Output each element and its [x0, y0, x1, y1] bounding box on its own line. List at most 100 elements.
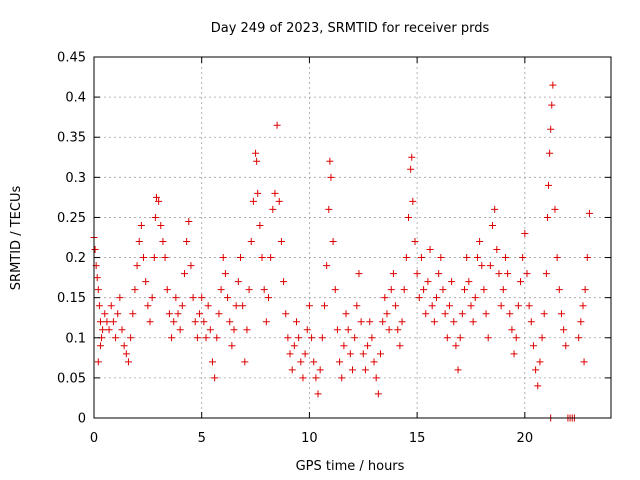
data-point [585, 209, 593, 217]
data-point [501, 254, 509, 262]
data-point [219, 254, 227, 262]
data-series [90, 81, 593, 422]
data-point [463, 254, 471, 262]
data-point [484, 334, 492, 342]
data-point [439, 286, 447, 294]
data-point [497, 302, 505, 310]
data-point [562, 342, 570, 350]
data-point [327, 173, 335, 181]
data-point [213, 334, 221, 342]
data-point [146, 318, 154, 326]
data-point [208, 358, 216, 366]
y-tick-label: 0 [78, 412, 86, 427]
data-point [161, 254, 169, 262]
data-point [91, 246, 99, 254]
data-point [284, 334, 292, 342]
data-point [290, 342, 298, 350]
y-tick-label: 0.3 [65, 171, 86, 186]
data-point [379, 318, 387, 326]
data-point [357, 318, 365, 326]
data-point [260, 286, 268, 294]
data-point [424, 278, 432, 286]
data-point [277, 238, 285, 246]
plot-frame [93, 56, 612, 419]
data-point [243, 326, 251, 334]
data-point [245, 286, 253, 294]
data-point [305, 302, 313, 310]
data-point [461, 286, 469, 294]
data-point [241, 358, 249, 366]
data-point [280, 278, 288, 286]
data-point [353, 302, 361, 310]
data-point [148, 294, 156, 302]
data-point [295, 334, 303, 342]
data-point [112, 334, 120, 342]
data-point [256, 221, 264, 229]
data-point [394, 326, 402, 334]
data-point [346, 350, 354, 358]
data-point [273, 121, 281, 129]
data-point [581, 286, 589, 294]
data-point [486, 262, 494, 270]
data-point [377, 350, 385, 358]
data-point [124, 358, 132, 366]
data-point [253, 157, 261, 165]
data-point [150, 254, 158, 262]
data-point [258, 254, 266, 262]
data-point [361, 366, 369, 374]
data-point [400, 286, 408, 294]
data-point [174, 310, 182, 318]
data-point [103, 318, 111, 326]
data-point [301, 350, 309, 358]
data-point [441, 310, 449, 318]
data-point [326, 157, 334, 165]
data-point [168, 334, 176, 342]
data-point [478, 262, 486, 270]
x-tick-label: 0 [90, 431, 98, 446]
data-point [129, 310, 137, 318]
data-point [546, 149, 554, 157]
data-point [426, 246, 434, 254]
y-tick-label: 0.2 [65, 251, 86, 266]
data-point [499, 286, 507, 294]
data-point [428, 302, 436, 310]
data-point [180, 270, 188, 278]
data-point [94, 358, 102, 366]
data-point [196, 310, 204, 318]
data-point [366, 318, 374, 326]
data-point [575, 334, 583, 342]
data-point [368, 334, 376, 342]
data-point [407, 165, 415, 173]
axis-ticks [93, 56, 611, 419]
data-point [532, 366, 540, 374]
data-point [249, 197, 257, 205]
data-point [152, 193, 160, 201]
y-tick-label: 0.4 [65, 91, 86, 106]
data-point [140, 254, 148, 262]
data-point [329, 238, 337, 246]
data-point [269, 205, 277, 213]
data-point [351, 334, 359, 342]
data-point [252, 149, 260, 157]
data-point [359, 350, 367, 358]
data-point [133, 262, 141, 270]
data-point [355, 270, 363, 278]
data-point [226, 318, 234, 326]
data-point [521, 229, 529, 237]
data-point [135, 238, 143, 246]
data-point [557, 310, 565, 318]
data-point [491, 205, 499, 213]
data-point [232, 302, 240, 310]
tick-labels: 0 0.05 0.1 0.15 0.2 0.25 0.3 0.35 0.4 0.45 0 5 10 15 2… [57, 51, 533, 447]
data-point [271, 189, 279, 197]
data-point [172, 294, 180, 302]
data-point [323, 262, 331, 270]
data-point [185, 217, 193, 225]
data-point [286, 350, 294, 358]
data-point [338, 374, 346, 382]
data-point [170, 318, 178, 326]
data-point [508, 326, 516, 334]
data-point [456, 334, 464, 342]
data-point [433, 294, 441, 302]
data-point [308, 334, 316, 342]
